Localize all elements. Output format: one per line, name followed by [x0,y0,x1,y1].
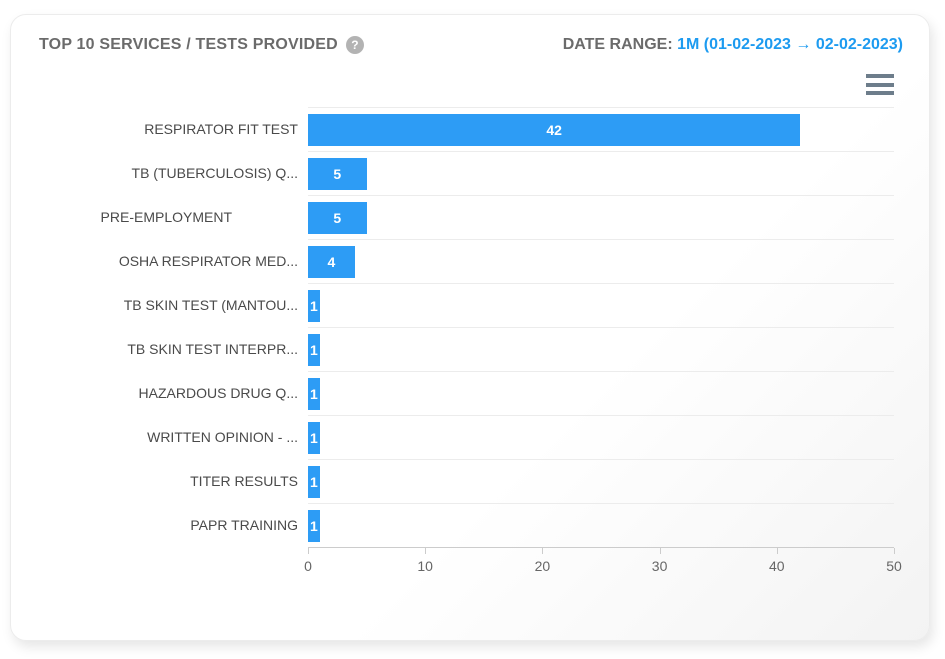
x-tick-label: 50 [886,558,902,574]
category-label: TB (TUBERCULOSIS) Q... [131,165,298,181]
date-range-value: 1M (01-02-2023 → 02-02-2023) [677,36,903,53]
category-label: PRE-EMPLOYMENT [100,209,232,225]
chart-row: HAZARDOUS DRUG Q... 1 [11,371,929,415]
category-label: PAPR TRAINING [190,517,298,533]
category-label: HAZARDOUS DRUG Q... [138,385,298,401]
hamburger-bar [866,74,894,78]
bar[interactable]: 1 [308,334,320,366]
bar-track: 1 [308,371,894,415]
bar-track: 1 [308,459,894,503]
title-wrap: TOP 10 SERVICES / TESTS PROVIDED ? [39,36,364,54]
hamburger-bar [866,91,894,95]
x-tick-label: 10 [417,558,433,574]
chart-row: TB SKIN TEST INTERPR... 1 [11,327,929,371]
category-label: OSHA RESPIRATOR MED... [118,253,298,269]
chart-row: OSHA RESPIRATOR MED... 4 [11,239,929,283]
date-range: DATE RANGE: 1M (01-02-2023 → 02-02-2023) [563,36,903,54]
x-tick-label: 30 [651,558,668,574]
category-label: TB SKIN TEST INTERPR... [127,341,298,357]
bar[interactable]: 1 [308,510,320,542]
bar[interactable]: 4 [308,246,355,278]
chart-rows: RESPIRATOR FIT TEST 42 TB (TUBERCULOSIS) Q… [11,107,929,547]
x-tick-mark [308,548,309,554]
x-tick-mark [542,548,544,554]
x-tick-label: 20 [534,558,551,574]
bar-track: 1 [308,503,894,547]
bar-value-label: 1 [309,386,318,402]
help-icon[interactable]: ? [345,36,364,54]
bar-value-label: 1 [309,474,318,490]
chart-row: PRE-EMPLOYMENT 5 [11,195,929,239]
bar[interactable]: 1 [308,466,320,498]
bar-track: 1 [308,415,894,459]
bar-value-label: 4 [327,254,336,270]
bar-value-label: 1 [309,342,318,358]
chart-panel: TOP 10 SERVICES / TESTS PROVIDED ? DATE … [10,14,930,641]
category-label: WRITTEN OPINION - ... [147,429,298,445]
hamburger-menu-icon[interactable] [866,74,894,95]
bar-value-label: 42 [546,122,562,138]
x-tick-label: 0 [304,558,312,574]
chart-row: RESPIRATOR FIT TEST 42 [11,107,929,151]
date-range-label: DATE RANGE: [562,36,673,53]
bar-value-label: 5 [333,210,342,226]
x-tick-mark [776,548,778,554]
chart-row: WRITTEN OPINION - ... 1 [11,415,929,459]
chart-row: TB (TUBERCULOSIS) Q... 5 [11,151,929,195]
x-tick-mark [659,548,661,554]
chart-row: PAPR TRAINING 1 [11,503,929,547]
x-tick-mark [894,548,895,554]
panel-title: TOP 10 SERVICES / TESTS PROVIDED [39,36,338,53]
bar[interactable]: 5 [308,158,367,190]
bar[interactable]: 42 [308,114,801,146]
hamburger-bar [866,82,894,87]
chart-row: TITER RESULTS 1 [11,459,929,503]
bar[interactable]: 1 [308,378,320,410]
bar-value-label: 1 [309,298,318,314]
bar-track: 5 [308,195,894,239]
x-tick-mark [425,548,427,554]
category-label: TB SKIN TEST (MANTOU... [123,297,298,313]
bar-track: 1 [308,327,894,371]
category-label: TITER RESULTS [190,473,298,489]
bar-value-label: 5 [333,166,342,182]
bar-track: 4 [308,239,894,283]
bar-value-label: 1 [309,518,318,534]
bar[interactable]: 5 [308,202,367,234]
bar-track: 5 [308,151,894,195]
bar[interactable]: 1 [308,290,320,322]
bar[interactable]: 1 [308,422,320,454]
x-axis: 0 10 20 30 40 50 [304,547,902,574]
panel-header: TOP 10 SERVICES / TESTS PROVIDED ? DATE … [39,36,903,54]
x-tick-label: 40 [769,558,785,574]
bar-track: 42 [308,107,894,151]
bar-track: 1 [308,283,894,327]
category-label: RESPIRATOR FIT TEST [144,121,298,137]
chart-row: TB SKIN TEST (MANTOU... 1 [11,283,929,327]
bar-value-label: 1 [309,430,318,446]
